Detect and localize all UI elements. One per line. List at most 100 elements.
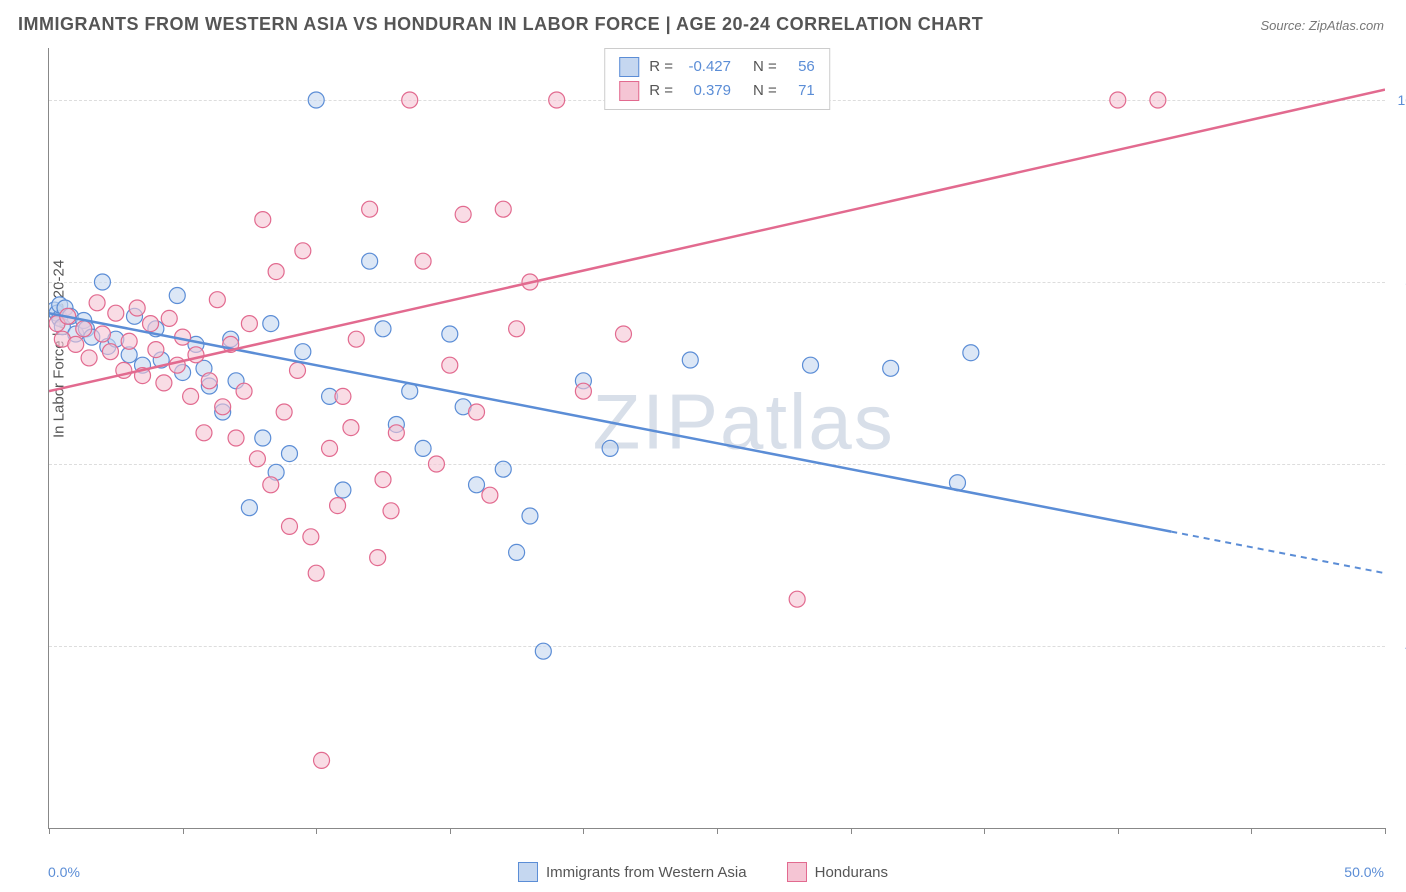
scatter-point (789, 591, 805, 607)
scatter-point (522, 508, 538, 524)
regression-line-dashed (1171, 532, 1385, 574)
legend-n-label: N = (753, 79, 777, 103)
regression-line (49, 90, 1385, 392)
scatter-point (509, 544, 525, 560)
scatter-point (81, 350, 97, 366)
scatter-point (196, 425, 212, 441)
legend-r-value: -0.427 (683, 55, 731, 79)
scatter-point (495, 461, 511, 477)
x-tick (583, 828, 584, 834)
scatter-point (303, 529, 319, 545)
x-tick (316, 828, 317, 834)
series-legend: Immigrants from Western Asia Hondurans (518, 862, 888, 882)
scatter-point (469, 404, 485, 420)
scatter-point (495, 201, 511, 217)
legend-label: Hondurans (815, 864, 888, 881)
scatter-point (469, 477, 485, 493)
scatter-point (803, 357, 819, 373)
y-tick-label: 47.5% (1390, 638, 1406, 654)
scatter-point (169, 357, 185, 373)
scatter-point (215, 399, 231, 415)
scatter-point (255, 430, 271, 446)
x-tick (1118, 828, 1119, 834)
scatter-point (108, 305, 124, 321)
scatter-point (455, 206, 471, 222)
regression-line (49, 313, 1171, 531)
x-axis-max-label: 50.0% (1344, 864, 1384, 880)
scatter-point (314, 752, 330, 768)
scatter-point (415, 440, 431, 456)
legend-swatch (518, 862, 538, 882)
scatter-point (575, 383, 591, 399)
scatter-point (183, 388, 199, 404)
scatter-point (308, 92, 324, 108)
y-tick-label: 100.0% (1390, 92, 1406, 108)
scatter-point (156, 375, 172, 391)
x-tick (1385, 828, 1386, 834)
x-tick (984, 828, 985, 834)
scatter-point (121, 333, 137, 349)
correlation-legend: R =-0.427N =56R =0.379N =71 (604, 48, 830, 110)
y-tick-label: 65.0% (1390, 456, 1406, 472)
chart-svg (49, 48, 1385, 828)
source-attribution: Source: ZipAtlas.com (1260, 18, 1384, 33)
legend-row: R =-0.427N =56 (619, 55, 815, 79)
legend-item: Hondurans (787, 862, 888, 882)
scatter-point (295, 243, 311, 259)
scatter-point (388, 425, 404, 441)
scatter-point (89, 295, 105, 311)
scatter-point (236, 383, 252, 399)
scatter-point (249, 451, 265, 467)
scatter-point (335, 482, 351, 498)
scatter-point (442, 326, 458, 342)
scatter-point (102, 344, 118, 360)
scatter-point (375, 321, 391, 337)
scatter-point (68, 336, 84, 352)
scatter-point (1110, 92, 1126, 108)
legend-n-label: N = (753, 55, 777, 79)
scatter-point (602, 440, 618, 456)
scatter-point (255, 212, 271, 228)
scatter-point (263, 316, 279, 332)
scatter-point (228, 430, 244, 446)
scatter-point (375, 472, 391, 488)
scatter-point (201, 373, 217, 389)
scatter-point (343, 420, 359, 436)
scatter-point (883, 360, 899, 376)
chart-title: IMMIGRANTS FROM WESTERN ASIA VS HONDURAN… (18, 14, 983, 35)
legend-item: Immigrants from Western Asia (518, 862, 747, 882)
scatter-point (335, 388, 351, 404)
scatter-point (415, 253, 431, 269)
scatter-point (129, 300, 145, 316)
legend-r-label: R = (649, 79, 673, 103)
scatter-point (535, 643, 551, 659)
legend-label: Immigrants from Western Asia (546, 864, 747, 881)
scatter-point (370, 550, 386, 566)
scatter-point (330, 498, 346, 514)
scatter-point (241, 500, 257, 516)
scatter-point (442, 357, 458, 373)
scatter-point (289, 362, 305, 378)
scatter-point (281, 518, 297, 534)
legend-n-value: 56 (787, 55, 815, 79)
scatter-point (963, 345, 979, 361)
scatter-point (76, 321, 92, 337)
scatter-point (362, 201, 378, 217)
scatter-point (482, 487, 498, 503)
scatter-point (169, 288, 185, 304)
scatter-point (94, 326, 110, 342)
scatter-point (428, 456, 444, 472)
x-tick (183, 828, 184, 834)
scatter-point (241, 316, 257, 332)
x-tick (851, 828, 852, 834)
scatter-point (143, 316, 159, 332)
scatter-point (148, 342, 164, 358)
scatter-point (322, 440, 338, 456)
scatter-point (281, 446, 297, 462)
scatter-point (383, 503, 399, 519)
legend-row: R =0.379N =71 (619, 79, 815, 103)
legend-r-value: 0.379 (683, 79, 731, 103)
legend-swatch (787, 862, 807, 882)
scatter-point (362, 253, 378, 269)
scatter-point (348, 331, 364, 347)
